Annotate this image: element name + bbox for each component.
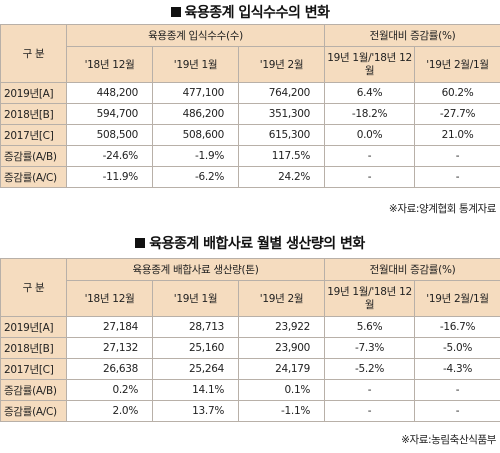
cell: 486,200	[152, 103, 239, 125]
cell: 764,200	[237, 82, 326, 104]
row-label: 증감률(A/C)	[0, 166, 67, 188]
square-bullet-icon	[170, 7, 181, 17]
cell: 26,638	[66, 358, 153, 380]
cell: 24,179	[237, 358, 326, 380]
col-header: 19년 1월/'18년 12월	[324, 46, 416, 83]
cell: 448,200	[66, 82, 153, 104]
group-header-change: 전월대비 증감률(%)	[324, 24, 500, 47]
row-label: 2019년[A]	[0, 316, 67, 338]
cell: 23,900	[237, 337, 326, 359]
cell: -16.7%	[414, 316, 500, 338]
table-row: 2019년[A] 27,184 28,713 23,922 5.6% -16.7…	[0, 316, 500, 338]
square-bullet-icon	[135, 238, 146, 248]
col-header: '19년 2월	[237, 280, 326, 317]
cell: 2.0%	[66, 400, 153, 422]
cell: 6.4%	[324, 82, 416, 104]
row-label: 증감률(A/B)	[0, 379, 67, 401]
cell: -	[414, 400, 500, 422]
cell: -24.6%	[66, 145, 153, 167]
col-header: '19년 1월	[152, 46, 239, 83]
cell: -5.0%	[414, 337, 500, 359]
cell: 508,600	[152, 124, 239, 146]
cell: 24.2%	[237, 166, 326, 188]
cell: 594,700	[66, 103, 153, 125]
cell: -27.7%	[414, 103, 500, 125]
col-header: '19년 2월	[237, 46, 326, 83]
group-header-count: 육용종계 입식수수(수)	[65, 24, 326, 47]
row-label: 증감률(A/B)	[0, 145, 67, 167]
col-header: '19년 2월/1월	[414, 280, 500, 317]
table1-source: ※자료:양계협회 통계자료	[388, 203, 496, 215]
cell: -	[324, 145, 416, 167]
col-header: '19년 2월/1월	[414, 46, 500, 83]
table-row: 2017년[C] 508,500 508,600 615,300 0.0% 21…	[0, 124, 500, 146]
cell: -6.2%	[152, 166, 239, 188]
cell: -7.3%	[324, 337, 416, 359]
table-row: 증감률(A/B) 0.2% 14.1% 0.1% - -	[0, 379, 500, 401]
cell: 0.2%	[66, 379, 153, 401]
table-row: 2018년[B] 27,132 25,160 23,900 -7.3% -5.0…	[0, 337, 500, 359]
cell: 0.1%	[237, 379, 326, 401]
cell: 14.1%	[152, 379, 239, 401]
cell: -	[414, 145, 500, 167]
table1: 구 분 육용종계 입식수수(수) 전월대비 증감률(%) '18년 12월 '1…	[0, 24, 500, 188]
cell: 27,184	[66, 316, 153, 338]
row-label: 2017년[C]	[0, 124, 67, 146]
cell: -	[324, 400, 416, 422]
cell: -1.9%	[152, 145, 239, 167]
row-label: 2019년[A]	[0, 82, 67, 104]
table-row: 2017년[C] 26,638 25,264 24,179 -5.2% -4.3…	[0, 358, 500, 380]
cell: 117.5%	[237, 145, 326, 167]
cell: 351,300	[237, 103, 326, 125]
cell: -11.9%	[66, 166, 153, 188]
row-label: 2018년[B]	[0, 103, 67, 125]
cell: 0.0%	[324, 124, 416, 146]
cell: 60.2%	[414, 82, 500, 104]
col-header: '19년 1월	[152, 280, 239, 317]
row-label: 2018년[B]	[0, 337, 67, 359]
cell: 13.7%	[152, 400, 239, 422]
cell: -18.2%	[324, 103, 416, 125]
cell: 615,300	[237, 124, 326, 146]
cell: -1.1%	[237, 400, 326, 422]
table2: 구 분 육용종계 배합사료 생산량(톤) 전월대비 증감률(%) '18년 12…	[0, 258, 500, 422]
cell: 21.0%	[414, 124, 500, 146]
table-row: 증감률(A/C) -11.9% -6.2% 24.2% - -	[0, 166, 500, 188]
table2-title: 육용종계 배합사료 월별 생산량의 변화	[0, 233, 500, 253]
cell: 23,922	[237, 316, 326, 338]
cell: 28,713	[152, 316, 239, 338]
col-header: '18년 12월	[66, 280, 153, 317]
col-header: '18년 12월	[66, 46, 153, 83]
cell: -	[414, 379, 500, 401]
row-header: 구 분	[0, 258, 67, 317]
cell: -	[324, 379, 416, 401]
cell: 27,132	[66, 337, 153, 359]
cell: -5.2%	[324, 358, 416, 380]
row-label: 2017년[C]	[0, 358, 67, 380]
cell: 5.6%	[324, 316, 416, 338]
table-row: 증감률(A/C) 2.0% 13.7% -1.1% - -	[0, 400, 500, 422]
cell: -4.3%	[414, 358, 500, 380]
group-header-feed: 육용종계 배합사료 생산량(톤)	[65, 258, 326, 281]
cell: -	[324, 166, 416, 188]
table1-title: 육용종계 입식수수의 변화	[0, 2, 500, 22]
cell: 508,500	[66, 124, 153, 146]
table-row: 2018년[B] 594,700 486,200 351,300 -18.2% …	[0, 103, 500, 125]
row-label: 증감률(A/C)	[0, 400, 67, 422]
cell: 25,160	[152, 337, 239, 359]
cell: -	[414, 166, 500, 188]
table-row: 증감률(A/B) -24.6% -1.9% 117.5% - -	[0, 145, 500, 167]
table-row: 2019년[A] 448,200 477,100 764,200 6.4% 60…	[0, 82, 500, 104]
row-header: 구 분	[0, 24, 67, 83]
cell: 477,100	[152, 82, 239, 104]
col-header: 19년 1월/'18년 12월	[324, 280, 416, 317]
table2-source: ※자료:농림축산식품부	[401, 434, 496, 446]
cell: 25,264	[152, 358, 239, 380]
group-header-change: 전월대비 증감률(%)	[324, 258, 500, 281]
